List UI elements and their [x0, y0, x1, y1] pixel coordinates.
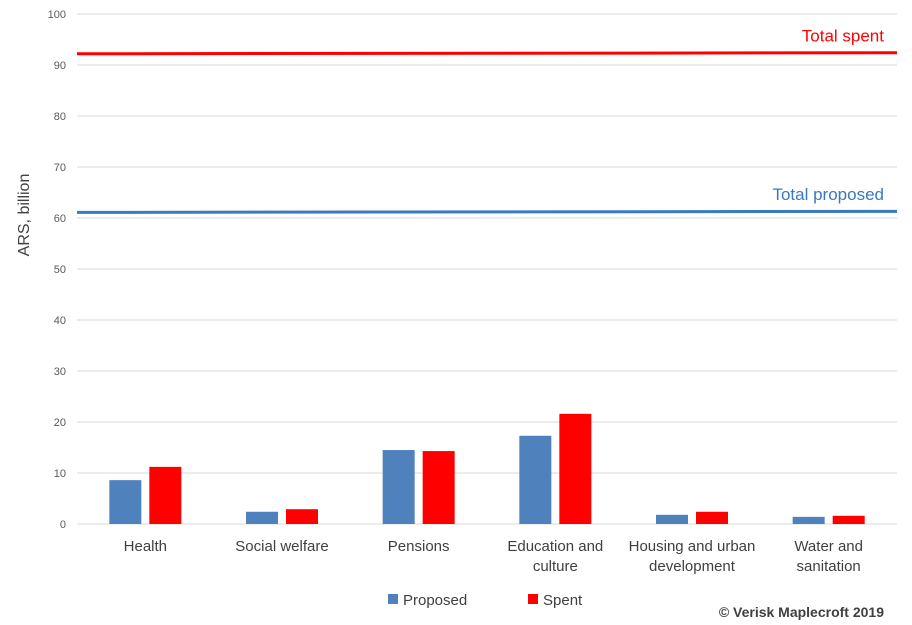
- reference-line: [76, 51, 898, 56]
- bar-proposed: [246, 511, 278, 524]
- x-tick-label: Health: [124, 538, 167, 555]
- y-tick-label: 40: [54, 315, 66, 327]
- y-axis-label: ARS, billion: [16, 174, 33, 257]
- bar-proposed: [382, 450, 415, 524]
- x-tick-label: development: [649, 558, 736, 575]
- y-tick-label: 20: [54, 417, 66, 429]
- x-tick-label: Water and: [794, 538, 863, 555]
- y-tick-label: 60: [54, 213, 66, 225]
- bar-spent: [149, 466, 182, 524]
- x-tick-label: Pensions: [388, 538, 450, 555]
- bar-spent: [559, 413, 592, 524]
- y-tick-label: 0: [60, 519, 66, 531]
- y-tick-label: 100: [48, 9, 66, 21]
- bar-spent: [422, 451, 455, 524]
- bar-proposed: [519, 435, 552, 524]
- x-tick-label: culture: [533, 558, 578, 575]
- reference-line: [76, 209, 898, 214]
- x-tick-label: Education and: [507, 538, 603, 555]
- legend-label: Spent: [543, 592, 583, 609]
- bar-proposed: [109, 480, 142, 524]
- bar-proposed: [656, 514, 688, 524]
- reference-line-label: Total spent: [802, 26, 884, 45]
- legend-swatch: [528, 594, 538, 604]
- legend-label: Proposed: [403, 592, 467, 609]
- bar-spent: [832, 515, 865, 524]
- y-tick-label: 80: [54, 111, 66, 123]
- y-tick-label: 70: [54, 162, 66, 174]
- y-tick-label: 10: [54, 468, 66, 480]
- legend-swatch: [388, 594, 398, 604]
- x-tick-label: Social welfare: [235, 538, 328, 555]
- x-tick-label: sanitation: [797, 558, 861, 575]
- y-tick-label: 30: [54, 366, 66, 378]
- bar-spent: [696, 511, 728, 524]
- bar-spent: [286, 509, 318, 524]
- y-tick-label: 90: [54, 60, 66, 72]
- x-tick-label: Housing and urban: [629, 538, 756, 555]
- credit-text: © Verisk Maplecroft 2019: [719, 604, 884, 620]
- bar-proposed: [792, 516, 825, 524]
- reference-line-label: Total proposed: [772, 185, 884, 204]
- y-tick-label: 50: [54, 264, 66, 276]
